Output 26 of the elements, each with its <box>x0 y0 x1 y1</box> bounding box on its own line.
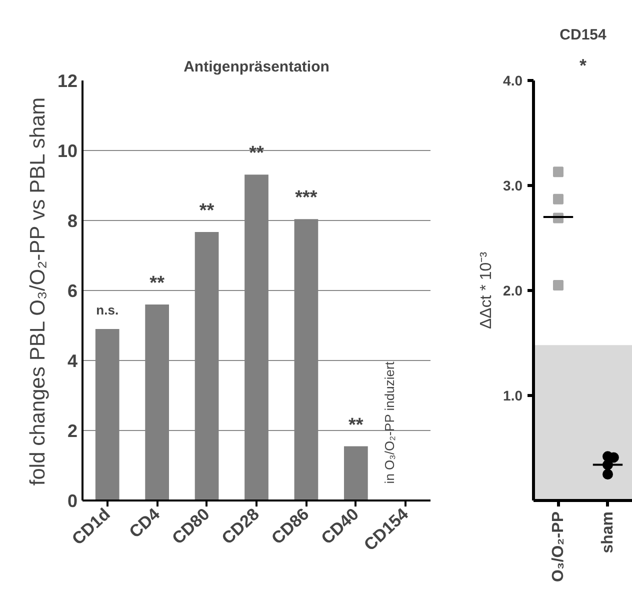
annotation: ** <box>150 273 166 294</box>
chart-title: Antigenpräsentation <box>184 58 330 76</box>
annotation: *** <box>295 188 318 209</box>
y-tick-label: 2.0 <box>503 282 523 298</box>
y-axis-title: fold changes PBL O₃/O₂-PP vs PBL sham <box>26 97 50 486</box>
y-tick-label: 1.0 <box>503 388 523 404</box>
annotation: in O₃/O₂-PP induziert <box>382 361 398 484</box>
y-tick-label: 3.0 <box>503 178 523 194</box>
y-tick-label: 12 <box>57 71 78 91</box>
x-tick-label: O₃/O₂-PP <box>550 511 567 582</box>
x-tick-label: CD4 <box>126 504 164 542</box>
bar <box>344 446 368 500</box>
annotation: ** <box>199 200 215 222</box>
y-tick-label: 4.0 <box>503 72 523 88</box>
annotation: n.s. <box>96 302 119 318</box>
y-axis-title: ΔΔct * 10⁻³ <box>478 251 496 330</box>
y-tick-label: 10 <box>57 141 78 161</box>
annotation: ** <box>348 414 364 436</box>
y-tick-label: 4 <box>67 351 78 371</box>
chart-title: CD154 <box>560 26 608 44</box>
y-tick-label: 8 <box>67 211 78 231</box>
text: * <box>580 56 587 76</box>
y-tick-label: 6 <box>67 281 78 301</box>
y-tick-label: 2 <box>67 421 78 441</box>
x-tick-label: sham <box>599 512 616 554</box>
y-tick-label: 0 <box>67 491 78 511</box>
